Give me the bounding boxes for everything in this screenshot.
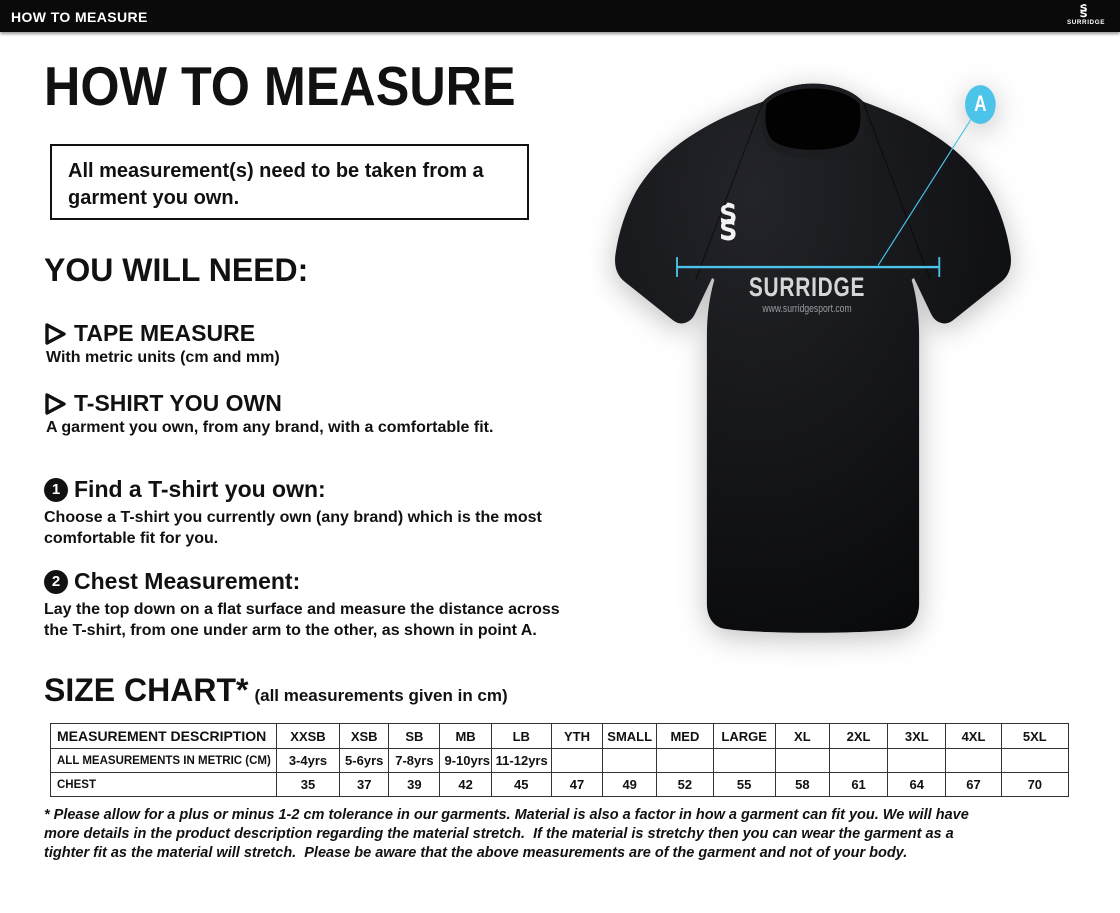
- svg-text:A: A: [974, 92, 986, 116]
- svg-text:www.surridgesport.com: www.surridgesport.com: [762, 303, 852, 315]
- svg-text:SURRIDGE: SURRIDGE: [749, 273, 865, 303]
